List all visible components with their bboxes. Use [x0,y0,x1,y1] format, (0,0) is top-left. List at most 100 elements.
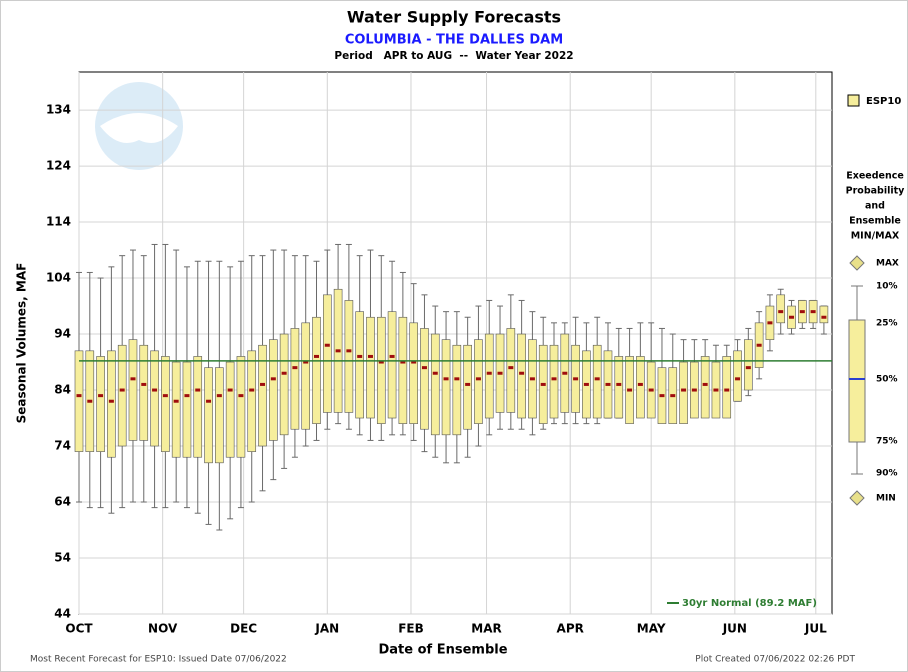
median [173,399,179,403]
box [614,356,624,419]
box [722,356,732,419]
median [357,354,363,358]
box [744,339,753,391]
chart-title: Water Supply Forecasts [347,8,561,27]
median [270,377,276,381]
median [745,366,751,370]
box [387,311,397,419]
median [670,394,676,398]
median [756,343,762,347]
x-tick-label: MAY [637,622,666,636]
median [260,382,266,386]
median [475,377,481,381]
x-tick-label: NOV [148,622,178,636]
median [389,354,395,358]
box [366,316,375,419]
chart-period: Period APR to AUG -- Water Year 2022 [334,50,573,62]
y-tick-label: 134 [46,103,71,117]
box [484,333,494,419]
median [346,349,352,353]
median [411,360,417,364]
median [184,394,190,398]
box [679,361,688,424]
y-tick-label: 54 [54,551,71,565]
median [238,394,244,398]
median [551,377,557,381]
median [508,366,514,370]
footer-right: Plot Created 07/06/2022 02:26 PDT [695,655,855,665]
x-tick-label: JAN [314,622,339,636]
median [583,382,589,386]
x-tick-label: OCT [65,622,93,636]
box [592,344,602,419]
box [290,328,300,430]
median [367,354,373,358]
median [432,371,438,375]
median [681,388,687,392]
box [323,294,332,413]
x-tick-label: APR [557,622,584,636]
median [281,371,287,375]
median [76,394,82,398]
box [161,356,170,452]
median [87,399,93,403]
legend-title: Exeedence [846,171,904,182]
box [204,367,213,464]
median [162,394,168,398]
box [463,344,472,430]
x-tick-label: MAR [471,622,501,636]
y-tick-label: 44 [54,607,71,621]
box [312,316,321,424]
legend-box [848,319,866,443]
median [314,354,320,358]
median [249,388,255,392]
legend-key: 50% [876,375,898,385]
y-tick-label: 64 [54,495,71,509]
legend-min-icon [849,490,865,506]
median [465,382,471,386]
box [474,339,483,424]
box [376,316,386,424]
legend-title: and [865,201,885,212]
median [519,371,525,375]
median [735,377,741,381]
box [430,333,440,436]
median [691,388,697,392]
median [648,388,654,392]
box [236,356,246,458]
median [821,315,827,319]
median [810,310,816,314]
median [400,360,406,364]
median [152,388,158,392]
box [301,322,311,430]
median [378,360,384,364]
median [130,377,136,381]
median [195,388,201,392]
box [258,344,267,447]
median [659,394,665,398]
median [98,394,104,398]
median [206,399,212,403]
x-tick-label: FEB [398,622,424,636]
legend-key: 10% [876,282,898,292]
median [573,377,579,381]
box [247,350,257,452]
median [216,394,222,398]
box [549,344,559,419]
y-tick-label: 104 [46,271,71,285]
median [335,349,341,353]
box [279,333,289,436]
y-axis-label: Seasonal Volumes, MAF [15,263,29,424]
legend-title: MIN/MAX [851,231,900,242]
box [269,339,278,441]
y-tick-label: 94 [54,327,71,341]
median [119,388,125,392]
box [420,328,429,430]
box [74,350,84,452]
box [636,356,645,419]
median [702,382,708,386]
normal-label: 30yr Normal (89.2 MAF) [682,598,817,609]
box [398,316,408,424]
median [292,366,298,370]
legend-title: Ensemble [849,216,901,227]
